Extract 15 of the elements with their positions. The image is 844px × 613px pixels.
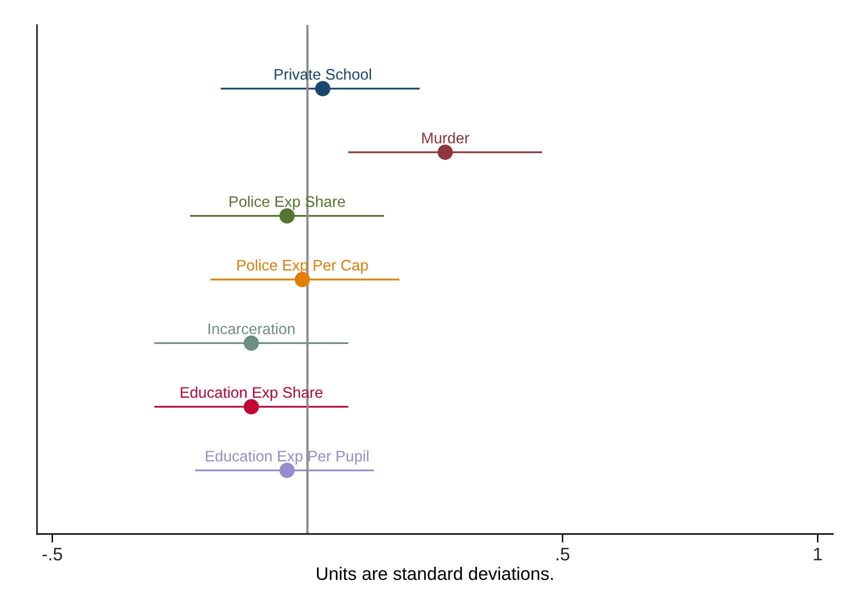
point xyxy=(244,336,259,351)
series-label: Education Exp Share xyxy=(180,386,322,401)
point xyxy=(294,272,310,288)
series-label: Incarceration xyxy=(208,323,294,334)
series-label: Private School xyxy=(274,68,371,80)
x-axis-title: Units are standard deviations. xyxy=(316,566,553,580)
series-label: Police Exp Per Cap xyxy=(237,259,368,274)
x-tick-label: -.5 xyxy=(42,548,62,560)
point xyxy=(315,81,330,96)
point xyxy=(438,144,453,160)
series-label: Murder xyxy=(422,132,470,144)
series-label: Education Exp Per Pupil xyxy=(206,450,368,465)
point xyxy=(244,399,259,414)
x-tick-label: 1 xyxy=(814,548,822,560)
x-tick-label: .5 xyxy=(556,548,570,560)
